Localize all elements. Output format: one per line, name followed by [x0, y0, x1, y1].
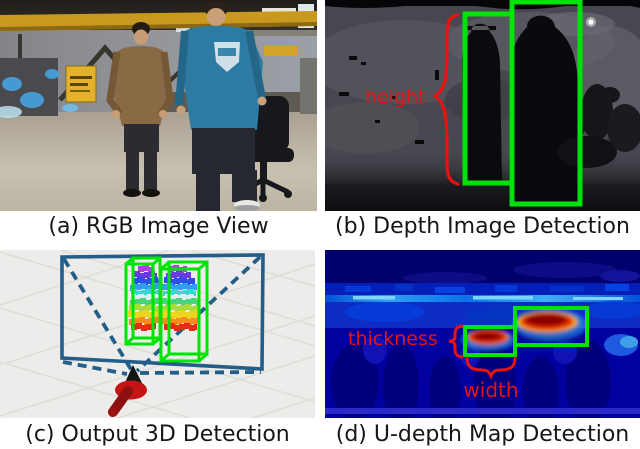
panel-udepth-map: thickness width: [325, 250, 640, 418]
thickness-brace: [448, 324, 464, 359]
heat-blob-left: [461, 329, 515, 351]
height-label: height: [365, 86, 426, 108]
panel-depth-image: height: [325, 0, 640, 211]
heat-blob-right: [513, 309, 587, 341]
caption-udepth-map: (d) U-depth Map Detection: [335, 422, 630, 447]
blue-glow-lights: [0, 69, 78, 118]
person-left: [106, 22, 174, 197]
width-label: width: [463, 378, 518, 402]
3d-bounding-boxes: [124, 256, 209, 363]
width-brace: [465, 356, 517, 380]
caption-depth-image: (b) Depth Image Detection: [335, 214, 630, 239]
udepth-bottom-strip: [325, 408, 640, 414]
bounding-box-person-right: [509, 0, 583, 207]
depth-image-illustration: height: [325, 0, 640, 211]
viewport-background: [0, 250, 315, 418]
thickness-label: thickness: [348, 328, 438, 350]
depth-noise-specks: [339, 56, 439, 144]
3d-view-illustration: [0, 250, 315, 418]
depth-glint: [586, 17, 596, 27]
height-brace: [432, 13, 460, 186]
caption-3d-detection: (c) Output 3D Detection: [25, 422, 290, 447]
background-object-silhouettes: [557, 84, 640, 168]
udepth-lower-silhouettes: [331, 336, 611, 418]
rgb-photo-illustration: [0, 0, 317, 211]
person-silhouette-left: [462, 23, 502, 182]
udepth-top-smudges: [403, 262, 640, 284]
udepth-bright-dashes: [353, 296, 623, 300]
panel-3d-detection: [0, 250, 315, 418]
panel-rgb-image: [0, 0, 317, 211]
crane-beam: [0, 11, 317, 56]
bounding-box-udepth-right: [513, 306, 589, 347]
caption-rgb-image: (a) RGB Image View: [48, 214, 269, 239]
camera-pose-marker: [108, 365, 147, 417]
udepth-mid-band: [325, 301, 640, 328]
udepth-right-cyan-blob: [604, 334, 638, 356]
yellow-sign: [65, 65, 97, 103]
udepth-map-illustration: thickness width: [325, 250, 640, 418]
udepth-noise-band: [325, 283, 640, 296]
person-right: [175, 1, 267, 211]
